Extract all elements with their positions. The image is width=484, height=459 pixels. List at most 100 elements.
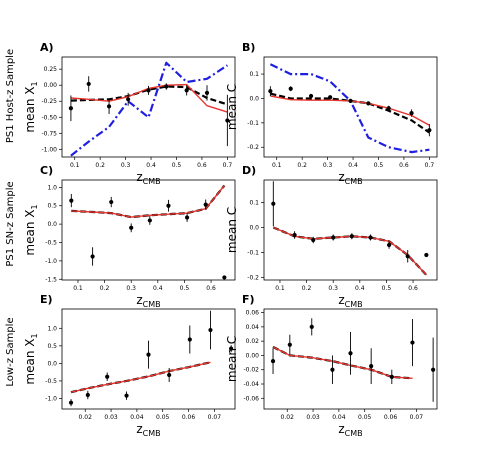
x-tick-label: 0.1 [73, 285, 83, 292]
x-tick-label: 0.5 [382, 285, 392, 292]
panel-letter: A) [40, 41, 54, 54]
x-axis-label: zCMB [136, 170, 160, 186]
y-tick-label: 0.0 [47, 360, 57, 367]
x-tick-label: 0.4 [355, 285, 365, 292]
data-point [85, 392, 90, 398]
panel-letter: F) [242, 293, 255, 306]
y-tick-label: -0.75 [41, 130, 57, 137]
y-tick-label: -0.25 [41, 98, 57, 105]
data-point [328, 95, 333, 100]
y-axis-label: mean X1 [23, 204, 39, 255]
data-point [288, 86, 293, 91]
x-tick-label: 0.6 [206, 285, 216, 292]
x-tick-label: 0.6 [408, 285, 418, 292]
x-tick-label: 0.03 [104, 414, 118, 421]
panels-group: A) 0.1 0.2 0.3 0.4 0.5 0.6 0.7 0.25 0.00 -0.25 -0.5… [23, 41, 438, 438]
x-tick-label: 0.5 [172, 162, 182, 169]
row-label-ps1-host-z: PS1 Host-z Sample [5, 49, 16, 143]
x-tick-label: 0.7 [223, 162, 233, 169]
data-point [126, 97, 131, 102]
y-tick-label: -0.1 [247, 120, 259, 127]
y-tick-label: 0.1 [249, 200, 259, 207]
data-point [105, 374, 110, 379]
panel-letter: C) [40, 164, 53, 177]
plot-frame [263, 56, 438, 158]
data-point [271, 201, 276, 206]
panel-c: C) 0.1 0.2 0.3 0.4 0.5 0.6 1.0 0.5 0.0 -0.5 -1.0 -1.… [23, 164, 236, 309]
x-axis-label: zCMB [338, 293, 362, 309]
y-tick-label: 0.25 [44, 66, 58, 73]
y-tick-label: 0.00 [246, 352, 260, 359]
data-point [184, 88, 189, 93]
data-point [389, 374, 394, 379]
y-axis-label: mean X1 [23, 81, 39, 132]
y-tick-label: -0.5 [45, 240, 57, 247]
row-label-ps1-sn-z: PS1 SN-z Sample [5, 181, 16, 266]
panel-a: A) 0.1 0.2 0.3 0.4 0.5 0.6 0.7 0.25 0.00 -0.25 -0.5… [23, 41, 236, 186]
data-point [167, 372, 172, 378]
data-point [410, 340, 415, 345]
y-tick-label: 0.5 [47, 343, 57, 350]
y-tick-label: -1.0 [45, 258, 57, 265]
x-tick-label: 0.4 [153, 285, 163, 292]
x-tick-label: 0.1 [275, 285, 285, 292]
series-line-solid-red [70, 361, 211, 393]
data-point [203, 202, 208, 207]
x-tick-label: 0.1 [70, 162, 80, 169]
data-point [184, 215, 190, 220]
data-point [68, 106, 74, 111]
data-point [229, 346, 234, 351]
data-point [331, 235, 336, 240]
data-point [368, 235, 373, 240]
x-tick-label: 0.06 [182, 414, 196, 421]
x-tick-label: 0.04 [130, 414, 144, 421]
panel-letter: B) [242, 41, 255, 54]
data-point [129, 225, 134, 230]
data-point [308, 93, 314, 99]
series-line-solid-red [71, 185, 225, 218]
y-tick-label: 0.0 [249, 95, 259, 102]
x-tick-label: 0.05 [358, 414, 372, 421]
data-point [311, 237, 316, 243]
data-point [424, 252, 429, 258]
data-point [270, 359, 276, 364]
y-tick-label: -1.00 [41, 146, 57, 153]
data-point [106, 104, 112, 109]
x-tick-label: 0.4 [146, 162, 156, 169]
y-tick-label: -0.2 [247, 275, 259, 282]
x-tick-label: 0.02 [79, 414, 93, 421]
data-point [309, 324, 314, 329]
y-tick-label: 0.04 [246, 324, 260, 331]
y-tick-label: -0.2 [247, 144, 259, 151]
plot-frame [61, 179, 236, 281]
x-tick-label: 0.5 [374, 162, 384, 169]
data-point [147, 218, 152, 223]
x-tick-label: 0.2 [100, 285, 110, 292]
x-tick-label: 0.2 [297, 162, 307, 169]
data-point [204, 90, 210, 95]
x-axis-label-subscript: CMB [143, 177, 161, 186]
x-tick-label: 0.03 [306, 414, 320, 421]
series-line-dashdot-blue [269, 63, 430, 154]
x-tick-label: 0.06 [384, 414, 398, 421]
x-tick-label: 0.3 [323, 162, 333, 169]
x-axis-label: zCMB [338, 170, 362, 186]
data-point [146, 352, 151, 357]
y-tick-label: 0.5 [47, 203, 57, 210]
data-point [369, 364, 374, 369]
data-point [225, 118, 230, 123]
plot-frame [263, 308, 438, 410]
x-tick-label: 0.04 [332, 414, 346, 421]
plot-frame [61, 56, 236, 158]
x-tick-label: 0.6 [399, 162, 409, 169]
data-point [69, 198, 74, 203]
x-tick-label: 0.3 [126, 285, 136, 292]
y-tick-label: 1.0 [47, 325, 57, 332]
data-point [222, 275, 227, 280]
x-tick-label: 0.1 [272, 162, 282, 169]
panel-d: D) 0.1 0.2 0.3 0.4 0.5 0.6 0.1 0.0 -0.1 -0.2 zCMB me… [225, 164, 438, 309]
x-tick-label: 0.7 [425, 162, 435, 169]
data-point [349, 234, 354, 239]
data-point [348, 98, 353, 104]
y-axis-label: mean C [225, 336, 239, 382]
